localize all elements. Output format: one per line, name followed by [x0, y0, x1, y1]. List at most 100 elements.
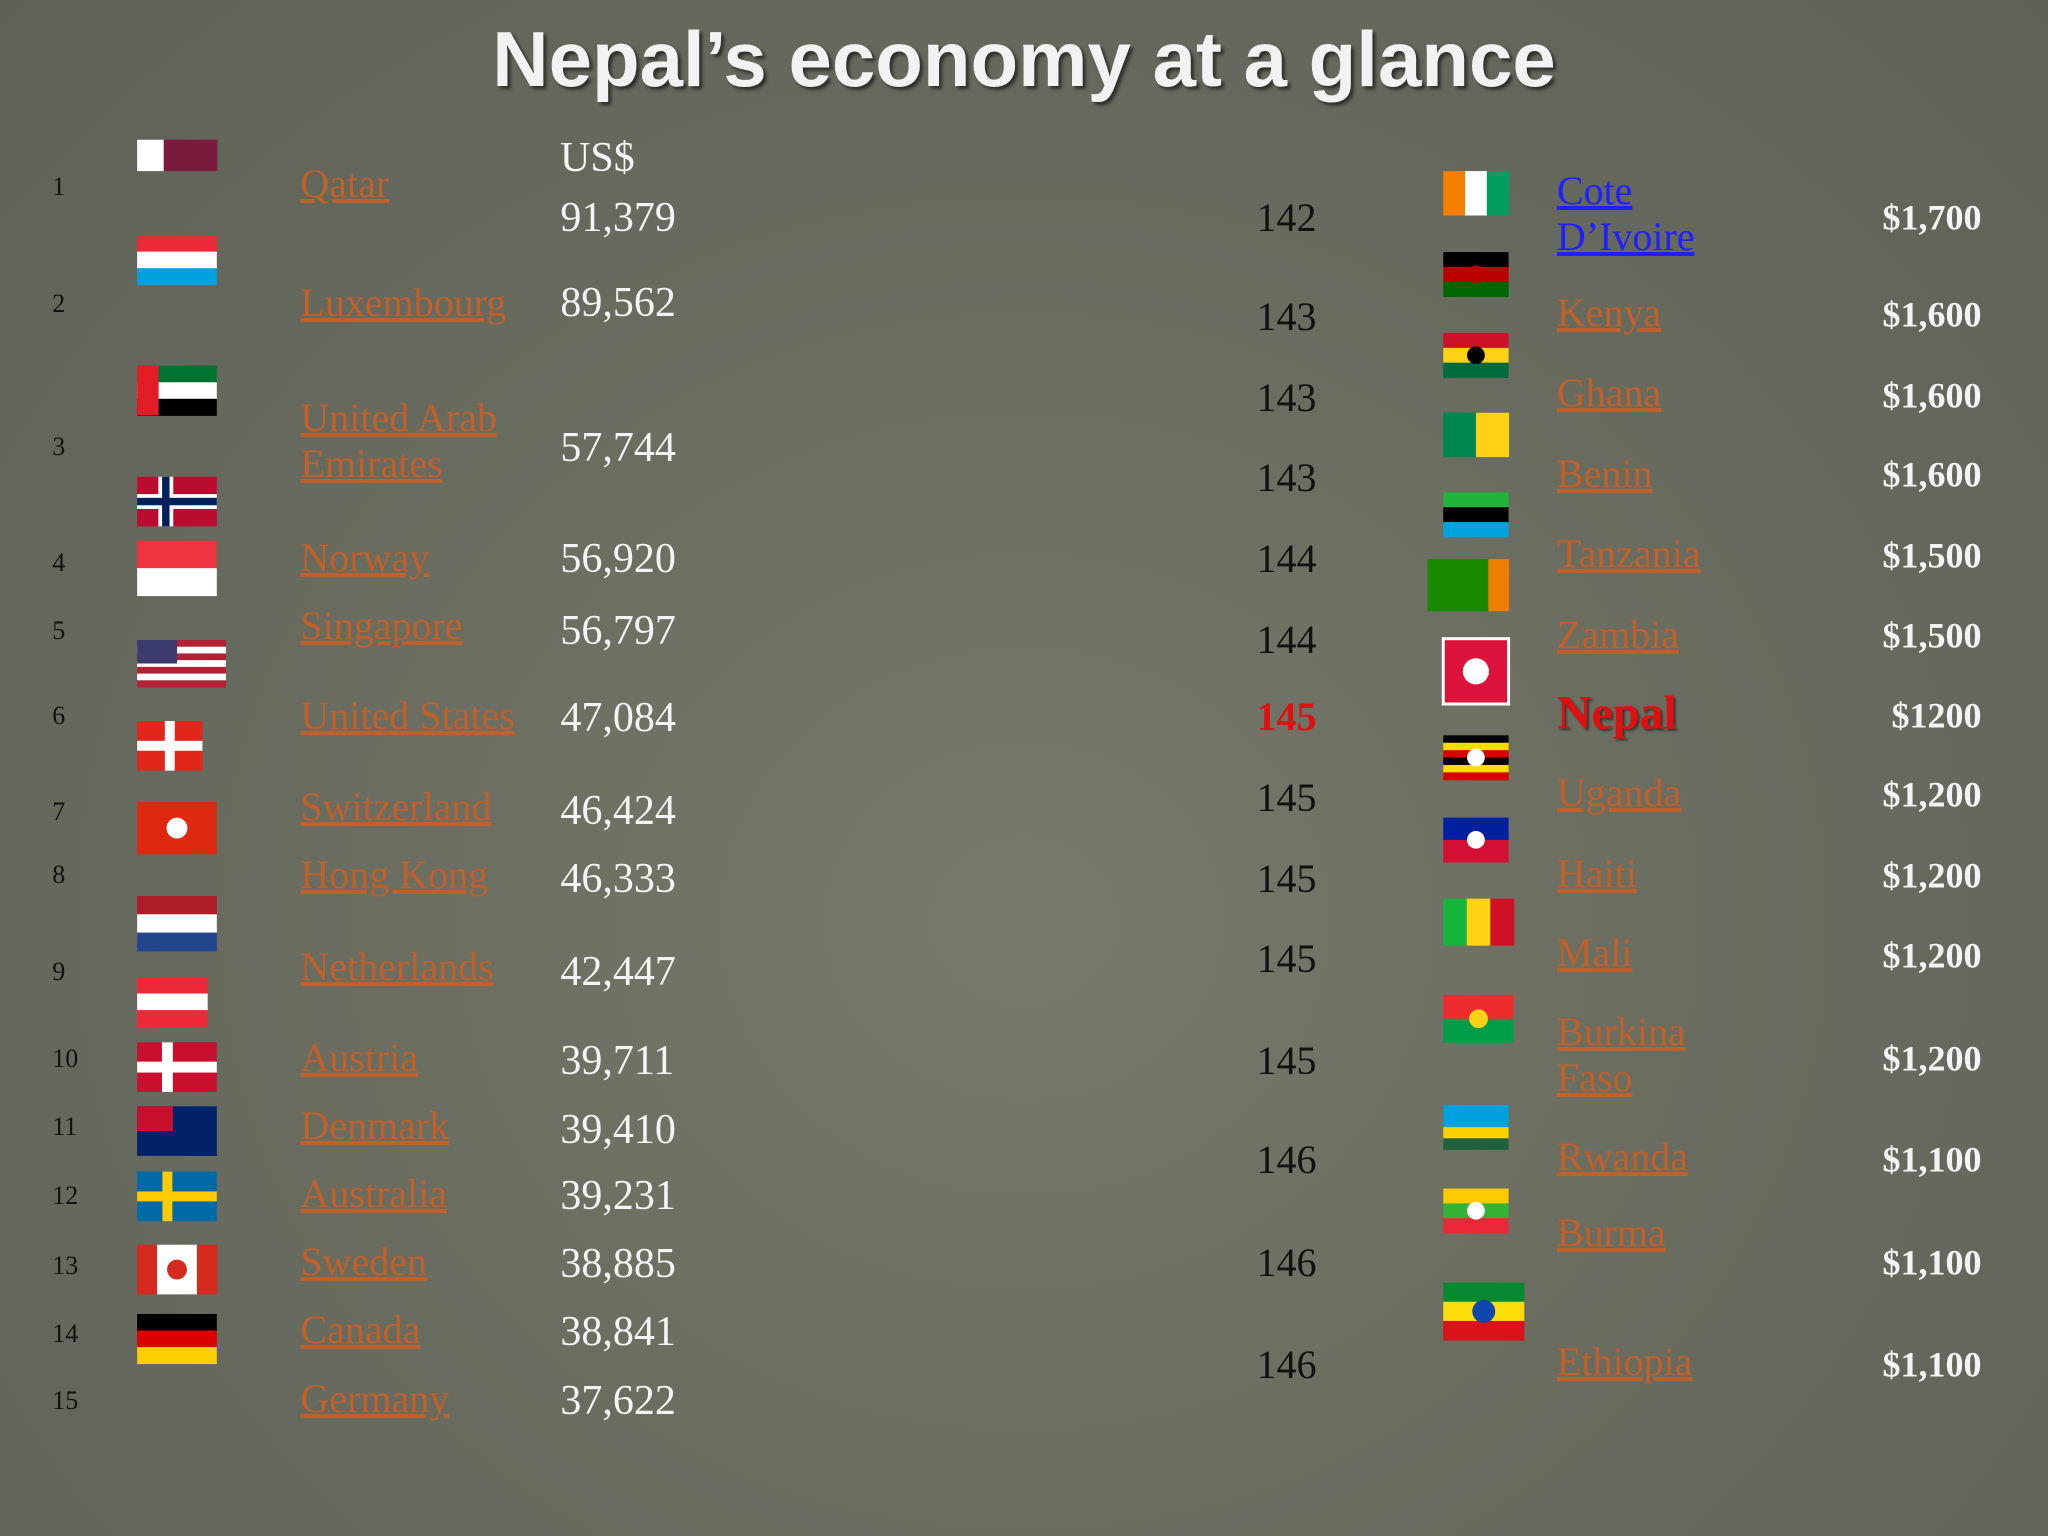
flag — [137, 720, 203, 771]
flag — [137, 1042, 217, 1092]
country-link[interactable]: Norway — [300, 534, 430, 580]
flag — [1443, 1104, 1509, 1150]
rank: 143 — [1256, 455, 1317, 501]
gdp-value: $1,500 — [1882, 535, 1982, 576]
gdp-value: 46,333 — [560, 855, 676, 902]
rank: 1 — [52, 171, 66, 201]
country-link[interactable]: Ethiopia — [1556, 1339, 1693, 1385]
rank: 144 — [1256, 536, 1317, 582]
flag — [137, 1106, 217, 1156]
gdp-value: 39,711 — [560, 1037, 675, 1084]
country-link[interactable]: Switzerland — [300, 784, 492, 830]
rank: 7 — [52, 797, 66, 827]
rank: 143 — [1256, 294, 1317, 340]
flag — [137, 1171, 217, 1222]
country-link[interactable]: Australia — [300, 1170, 448, 1216]
country-link[interactable]: Qatar — [300, 161, 390, 207]
country-link[interactable]: Denmark — [300, 1102, 450, 1148]
flag — [1443, 817, 1509, 863]
flag — [137, 540, 217, 597]
rank: 146 — [1256, 1136, 1317, 1182]
flag — [1441, 637, 1511, 706]
gdp-value: 37,622 — [560, 1378, 676, 1425]
flag — [137, 139, 218, 172]
country-link[interactable]: Kenya — [1556, 290, 1662, 336]
country-link[interactable]: United Arab Emirates — [300, 395, 498, 487]
gdp-value: 89,562 — [560, 279, 676, 326]
rank: 4 — [52, 547, 66, 577]
gdp-value: 57,744 — [560, 424, 676, 471]
rank: 5 — [52, 615, 66, 645]
gdp-value: $1,700 — [1882, 197, 1982, 238]
country-link[interactable]: Burma — [1556, 1209, 1666, 1255]
country-link[interactable]: United States — [300, 692, 515, 738]
country-link[interactable]: Burkina Faso — [1556, 1009, 1686, 1101]
flag — [1443, 252, 1509, 297]
flag — [1443, 412, 1510, 458]
rank: 2 — [52, 289, 66, 319]
country-link[interactable]: Benin — [1556, 451, 1653, 497]
flag — [1443, 171, 1510, 216]
flag — [1427, 559, 1510, 612]
country-link[interactable]: Tanzania — [1556, 530, 1701, 576]
gdp-value: $1,100 — [1882, 1242, 1982, 1283]
country-link[interactable]: Haiti — [1556, 850, 1637, 896]
flag — [137, 1244, 218, 1295]
country-link[interactable]: Rwanda — [1556, 1134, 1688, 1180]
country-link[interactable]: Cote D’Ivoire — [1556, 168, 1695, 260]
gdp-value: $1,200 — [1882, 935, 1982, 976]
rank: 145 — [1256, 775, 1317, 821]
country-link[interactable]: Mali — [1556, 930, 1633, 976]
country-link[interactable]: Hong Kong — [300, 852, 489, 898]
gdp-value: 38,885 — [560, 1241, 676, 1288]
country-link[interactable]: Luxembourg — [300, 280, 507, 326]
country-link[interactable]: Uganda — [1556, 769, 1682, 815]
flag — [137, 896, 217, 952]
gdp-value: 39,410 — [560, 1106, 676, 1153]
rank: 145 — [1256, 1037, 1317, 1083]
rank: 145 — [1256, 694, 1317, 740]
gdp-value: 46,424 — [560, 787, 676, 834]
rank: 146 — [1256, 1341, 1317, 1387]
flag — [137, 801, 217, 855]
country-link[interactable]: Canada — [300, 1306, 421, 1352]
country-link[interactable]: Singapore — [300, 602, 463, 648]
rank: 11 — [52, 1112, 78, 1142]
gdp-value: $1,200 — [1882, 855, 1982, 896]
country-link[interactable]: Sweden — [300, 1238, 428, 1284]
gdp-value: $1,100 — [1882, 1139, 1982, 1180]
country-link[interactable]: Netherlands — [300, 943, 494, 989]
gdp-value: 38,841 — [560, 1309, 676, 1356]
country-link[interactable]: Ghana — [1556, 370, 1662, 416]
rank: 146 — [1256, 1240, 1317, 1286]
rank: 142 — [1256, 195, 1317, 241]
title: Nepal’s economy at a glance — [492, 15, 1556, 103]
rank: 12 — [52, 1181, 79, 1211]
rank: 3 — [52, 431, 66, 461]
flag — [1443, 735, 1509, 781]
gdp-value: $1,600 — [1882, 454, 1982, 495]
country-link[interactable]: Austria — [300, 1034, 419, 1080]
gdp-value: $1200 — [1891, 695, 1982, 736]
gdp-value: $1,200 — [1882, 1038, 1982, 1079]
rank: 144 — [1256, 617, 1317, 662]
flag — [137, 365, 217, 416]
gdp-value: $1,600 — [1882, 375, 1982, 416]
flag — [1443, 995, 1514, 1043]
rank: 13 — [52, 1250, 79, 1280]
gdp-value: $1,500 — [1882, 615, 1982, 656]
flag — [137, 476, 217, 527]
country-link[interactable]: Zambia — [1556, 611, 1680, 657]
gdp-value: 47,084 — [560, 695, 676, 742]
country-link[interactable]: Germany — [300, 1375, 450, 1421]
flag — [137, 976, 208, 1028]
flag — [137, 235, 217, 286]
gdp-value: 39,231 — [560, 1173, 676, 1220]
rank: 15 — [52, 1386, 79, 1416]
gdp-value: 56,920 — [560, 535, 676, 582]
country-name: Nepal — [1556, 686, 1677, 740]
flag — [1443, 492, 1509, 538]
rank: 6 — [52, 700, 66, 730]
